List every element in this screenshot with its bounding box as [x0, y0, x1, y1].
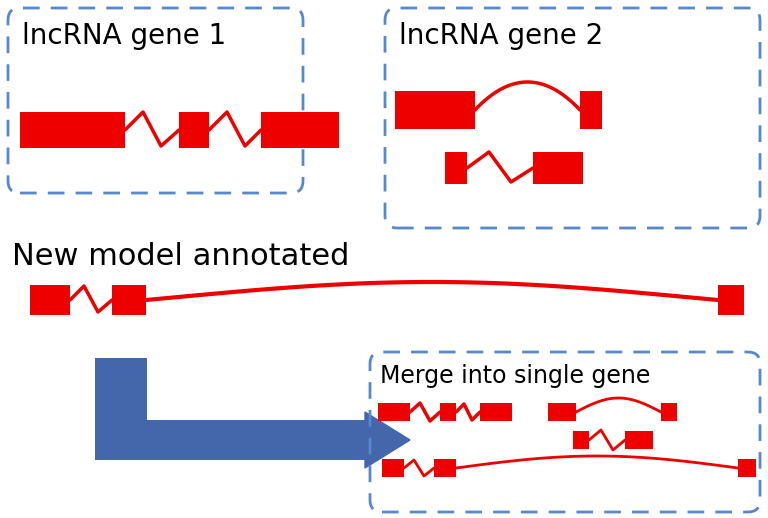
- Text: lncRNA gene 1: lncRNA gene 1: [22, 22, 227, 50]
- Bar: [112, 285, 146, 315]
- Bar: [718, 285, 744, 315]
- Bar: [440, 403, 456, 421]
- Bar: [434, 459, 456, 477]
- Bar: [378, 403, 410, 421]
- Bar: [738, 459, 756, 477]
- Bar: [625, 431, 653, 449]
- Bar: [95, 358, 147, 460]
- Bar: [573, 431, 589, 449]
- Bar: [179, 112, 209, 148]
- Bar: [395, 91, 475, 129]
- Bar: [30, 285, 70, 315]
- Bar: [548, 403, 576, 421]
- Bar: [480, 403, 512, 421]
- Bar: [382, 459, 404, 477]
- Text: Merge into single gene: Merge into single gene: [380, 364, 650, 388]
- Bar: [661, 403, 677, 421]
- Bar: [445, 152, 467, 184]
- Text: lncRNA gene 2: lncRNA gene 2: [399, 22, 603, 50]
- Text: New model annotated: New model annotated: [12, 242, 349, 271]
- Bar: [20, 112, 125, 148]
- Polygon shape: [365, 412, 410, 468]
- Bar: [580, 91, 602, 129]
- Bar: [261, 112, 339, 148]
- Bar: [95, 420, 365, 460]
- Bar: [533, 152, 583, 184]
